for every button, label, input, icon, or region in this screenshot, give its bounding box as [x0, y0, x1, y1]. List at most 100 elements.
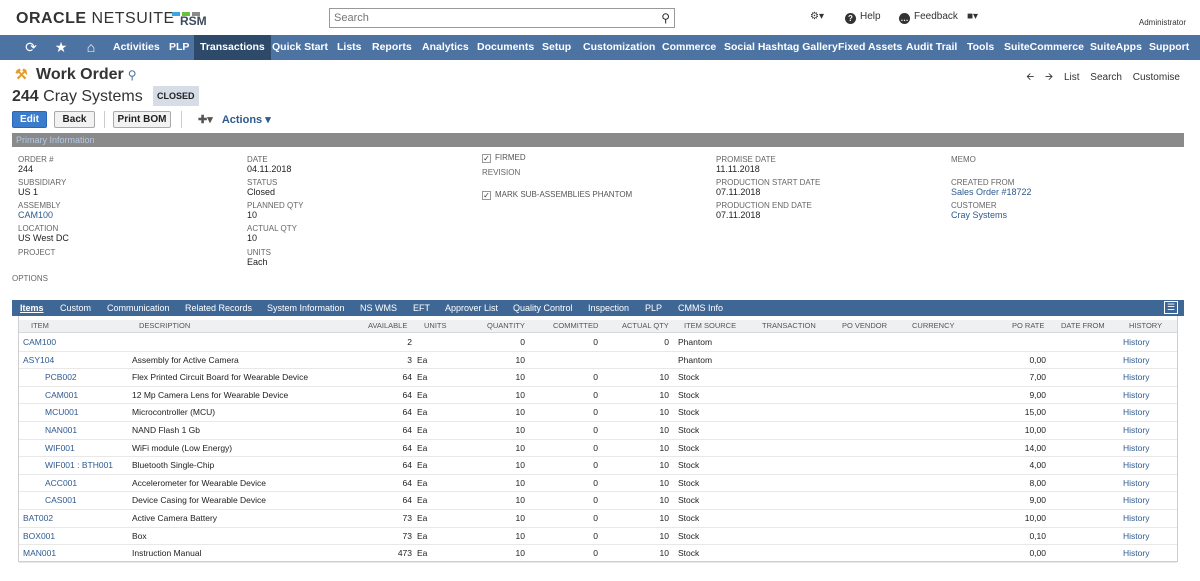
nav-analytics[interactable]: Analytics	[422, 41, 469, 53]
tab-ns-wms[interactable]: NS WMS	[360, 303, 397, 313]
item-link[interactable]: PCB002	[45, 372, 77, 383]
tab-eft[interactable]: EFT	[413, 303, 430, 313]
table-row[interactable]: WIF001 WiFi module (Low Energy) 64 Ea 10 0 10 S…	[19, 440, 1177, 458]
table-row[interactable]: CAM100 2 0 0 0 Phantom History	[19, 334, 1177, 352]
search-link[interactable]: Search	[1090, 72, 1122, 83]
item-link[interactable]: CAM001	[45, 389, 79, 400]
print-bom-button[interactable]: Print BOM	[113, 111, 171, 128]
nav-support[interactable]: Support	[1149, 41, 1190, 53]
menu-icon[interactable]: ☰	[1164, 301, 1178, 314]
item-link[interactable]: ASY104	[23, 354, 55, 365]
netsuite-logo[interactable]: ORACLE NETSUITE	[16, 10, 175, 28]
previous-arrow-icon[interactable]: 🡨	[1026, 72, 1035, 83]
item-link[interactable]: WIF001 : BTH001	[45, 460, 114, 471]
item-link[interactable]: WIF001	[45, 442, 75, 453]
history-link[interactable]: History	[1123, 513, 1150, 523]
tab-items[interactable]: Items	[20, 303, 44, 313]
nav-audit-trail[interactable]: Audit Trail	[906, 41, 958, 53]
table-row[interactable]: NAN001 NAND Flash 1 Gb 64 Ea 10 0 10 Stock 10,00…	[19, 422, 1177, 440]
tab-cmms-info[interactable]: CMMS Info	[678, 303, 724, 313]
tab-quality-control[interactable]: Quality Control	[513, 303, 573, 313]
nav-suitecommerce[interactable]: SuiteCommerce	[1004, 41, 1084, 53]
history-link[interactable]: History	[1123, 530, 1150, 541]
column-header-actual-qty[interactable]: ACTUAL QTY	[622, 321, 669, 330]
column-header-item-source[interactable]: ITEM SOURCE	[684, 321, 737, 330]
mark-phantom-checkbox[interactable]: ✓ MARK SUB-ASSEMBLIES PHANTOM	[482, 190, 632, 200]
table-row[interactable]: ACC001 Accelerometer for Wearable Device 6…	[19, 475, 1177, 493]
search-icon[interactable]: ⚲	[661, 11, 670, 25]
history-link[interactable]: History	[1123, 389, 1150, 400]
table-row[interactable]: MAN001 Instruction Manual 473 Ea 10 0 10 Stock 0…	[19, 545, 1177, 563]
customer-link[interactable]: Cray Systems	[951, 210, 1008, 220]
item-link[interactable]: ACC001	[45, 477, 78, 488]
history-link[interactable]: History	[1123, 337, 1150, 347]
item-link[interactable]: MCU001	[45, 407, 79, 418]
next-arrow-icon[interactable]: 🡪	[1045, 72, 1054, 83]
column-header-available[interactable]: AVAILABLE	[368, 321, 408, 330]
customise-link[interactable]: Customise	[1132, 72, 1180, 83]
nav-plp[interactable]: PLP	[169, 41, 190, 53]
table-row[interactable]: ASY104 Assembly for Active Camera 3 Ea 10 Pha…	[19, 352, 1177, 370]
item-link[interactable]: NAN001	[45, 425, 78, 435]
edit-button[interactable]: Edit	[12, 111, 47, 128]
history-link[interactable]: History	[1123, 407, 1150, 418]
nav-tools[interactable]: Tools	[967, 41, 995, 53]
nav-customization[interactable]: Customization	[583, 41, 656, 53]
tab-approver-list[interactable]: Approver List	[445, 303, 499, 313]
nav-quick-start[interactable]: Quick Start	[272, 41, 329, 53]
history-link[interactable]: History	[1123, 442, 1150, 453]
nav-reports[interactable]: Reports	[372, 41, 412, 53]
table-row[interactable]: BAT002 Active Camera Battery 73 Ea 10 0 10 Stoc…	[19, 510, 1177, 528]
history-link[interactable]: History	[1123, 372, 1150, 383]
search-icon[interactable]: ⚲	[127, 68, 137, 82]
table-row[interactable]: PCB002 Flex Printed Circuit Board for Wea…	[19, 369, 1177, 387]
nav-suiteapps[interactable]: SuiteApps	[1090, 41, 1142, 53]
nav-fixed-assets[interactable]: Fixed Assets	[838, 41, 903, 53]
history-link[interactable]: History	[1123, 460, 1150, 471]
recent-icon[interactable]: ⟳	[25, 39, 37, 55]
nav-social-hashtag-gallery[interactable]: Social Hashtag Gallery	[724, 41, 838, 53]
recent-records-icon[interactable]: ⚙▾	[810, 11, 824, 22]
nav-commerce[interactable]: Commerce	[662, 41, 717, 53]
nav-setup[interactable]: Setup	[542, 41, 572, 53]
feedback-link[interactable]: … Feedback	[899, 11, 958, 24]
column-header-po-vendor[interactable]: PO VENDOR	[842, 321, 888, 330]
nav-documents[interactable]: Documents	[477, 41, 535, 53]
tab-plp[interactable]: PLP	[645, 303, 663, 313]
actions-menu[interactable]: ✚▾ Actions ▾	[198, 113, 271, 126]
column-header-committed[interactable]: COMMITTED	[553, 321, 599, 330]
tab-communication[interactable]: Communication	[107, 303, 170, 313]
home-icon[interactable]: ⌂	[86, 39, 96, 55]
table-row[interactable]: BOX001 Box 73 Ea 10 0 10 Stock 0,10 History	[19, 528, 1177, 546]
tab-inspection[interactable]: Inspection	[588, 303, 630, 313]
back-button[interactable]: Back	[54, 111, 95, 128]
table-row[interactable]: WIF001 : BTH001 Bluetooth Single-Chip 64 Ea…	[19, 457, 1177, 475]
item-link[interactable]: BAT002	[23, 513, 54, 523]
column-header-date-from[interactable]: DATE FROM	[1061, 321, 1105, 330]
nav-transactions[interactable]: Transactions	[194, 35, 271, 60]
table-row[interactable]: MCU001 Microcontroller (MCU) 64 Ea 10 0 10 Stoc…	[19, 404, 1177, 422]
help-link[interactable]: ? Help	[845, 11, 881, 24]
item-link[interactable]: CAS001	[45, 495, 77, 506]
column-header-description[interactable]: DESCRIPTION	[139, 321, 191, 330]
tab-system-information[interactable]: System Information	[267, 303, 345, 313]
column-header-units[interactable]: UNITS	[424, 321, 447, 330]
item-link[interactable]: MAN001	[23, 548, 57, 559]
column-header-currency[interactable]: CURRENCY	[912, 321, 955, 330]
column-header-history[interactable]: HISTORY	[1129, 321, 1163, 330]
column-header-item[interactable]: ITEM	[31, 321, 49, 330]
history-link[interactable]: History	[1123, 425, 1150, 435]
history-link[interactable]: History	[1123, 354, 1150, 365]
user-role[interactable]: Administrator	[1138, 18, 1186, 27]
tab-custom[interactable]: Custom	[60, 303, 92, 313]
column-header-quantity[interactable]: QUANTITY	[487, 321, 525, 330]
favorites-star-icon[interactable]: ★	[54, 39, 68, 55]
column-header-po-rate[interactable]: PO RATE	[1012, 321, 1045, 330]
history-link[interactable]: History	[1123, 495, 1150, 506]
created-from-link[interactable]: Sales Order #18722	[951, 187, 1032, 197]
nav-activities[interactable]: Activities	[113, 41, 160, 53]
list-link[interactable]: List	[1063, 72, 1080, 83]
assembly-link[interactable]: CAM100	[18, 210, 54, 220]
history-link[interactable]: History	[1123, 548, 1150, 559]
firmed-checkbox[interactable]: ✓ FIRMED	[482, 153, 526, 163]
